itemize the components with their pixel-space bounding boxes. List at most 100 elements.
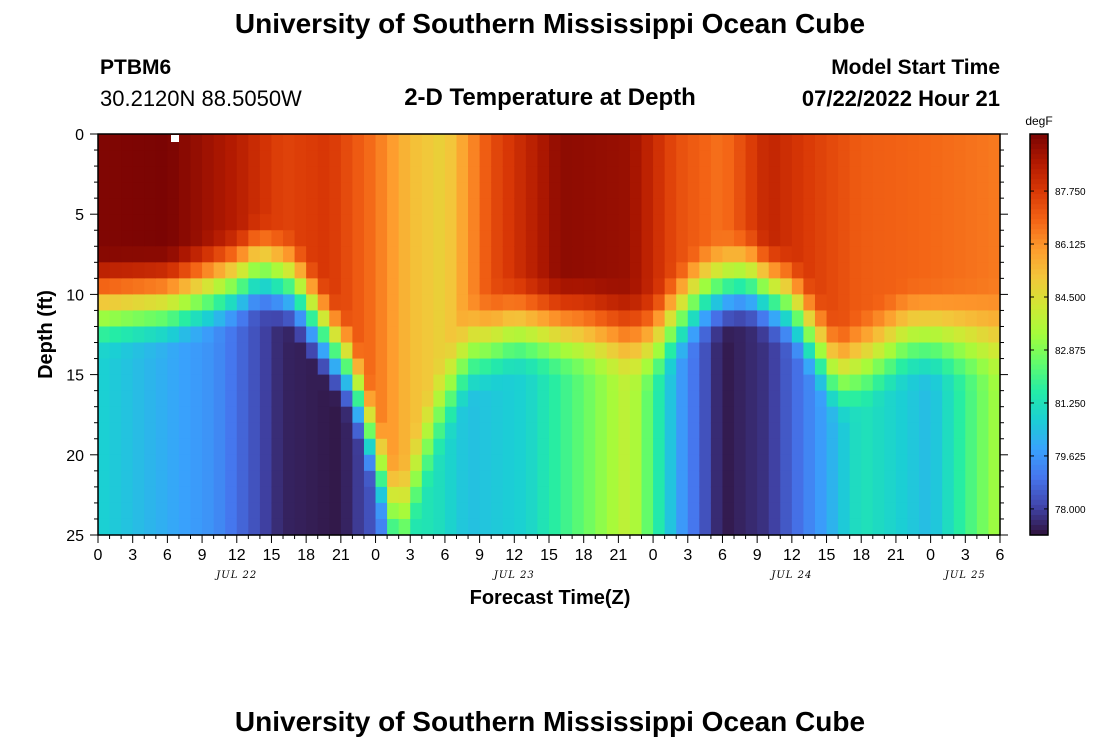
heatmap-cell [444,214,458,231]
heatmap-cell [976,374,990,392]
heatmap-cell [433,294,446,312]
x-tick-label: 21 [609,547,627,564]
heatmap-cell [606,358,619,376]
heatmap-cell [502,438,515,456]
heatmap-cell [537,518,550,536]
heatmap-cell [421,134,434,151]
heatmap-cell [479,214,492,231]
heatmap-cell [398,454,411,472]
heatmap-cell [190,326,203,344]
heatmap-cell [838,422,851,440]
heatmap-cell [271,326,284,344]
heatmap-cell [606,214,619,231]
heatmap-cell [884,502,897,520]
heatmap-cell [618,150,631,167]
heatmap-cell [814,406,828,424]
heatmap-cell [468,374,481,392]
heatmap-cell [895,502,909,520]
heatmap-cell [525,390,539,408]
heatmap-cell [768,294,781,312]
heatmap-cell [641,422,654,440]
heatmap-cell [838,262,851,279]
heatmap-cell [433,502,446,520]
heatmap-cell [155,182,168,199]
heatmap-cell [283,230,296,247]
heatmap-cell [676,246,689,263]
colorbar-segment [1030,399,1048,406]
heatmap-cell [965,326,978,344]
heatmap-cell [560,182,573,199]
heatmap-cell [734,486,747,504]
heatmap-cell [560,454,573,472]
heatmap-cell [838,374,851,392]
heatmap-cell [653,246,666,263]
heatmap-cell [317,502,330,520]
heatmap-cell [907,358,920,376]
heatmap-cell [456,374,469,392]
heatmap-cell [745,134,758,151]
heatmap-cell [479,182,492,199]
heatmap-cell [259,374,273,392]
heatmap-cell [421,438,434,456]
heatmap-cell [398,486,411,504]
heatmap-cell [710,518,724,536]
heatmap-cell [618,278,631,295]
heatmap-cell [178,438,192,456]
heatmap-cell [491,150,504,167]
heatmap-cell [525,310,539,328]
heatmap-cell [988,486,1001,504]
colorbar-segment [1030,449,1048,456]
heatmap-cell [791,374,805,392]
heatmap-cell [988,502,1001,520]
heatmap-cell [98,374,111,392]
heatmap-cell [595,454,608,472]
heatmap-cell [745,390,758,408]
heatmap-cell [595,230,608,247]
heatmap-cell [468,214,481,231]
heatmap-cell [803,262,816,279]
heatmap-cell [306,310,319,328]
heatmap-cell [849,454,862,472]
heatmap-cell [745,358,758,376]
heatmap-cell [930,262,943,279]
heatmap-cell [942,214,955,231]
heatmap-cell [907,486,920,504]
heatmap-cell [363,294,377,312]
heatmap-cell [803,422,816,440]
heatmap-cell [375,502,388,520]
heatmap-cell [965,358,978,376]
heatmap-cell [791,518,805,536]
heatmap-cell [514,310,527,328]
heatmap-cell [225,134,238,151]
heatmap-cell [98,454,111,472]
heatmap-cell [734,390,747,408]
heatmap-cell [687,294,700,312]
heatmap-cell [271,294,284,312]
heatmap-cell [907,230,920,247]
heatmap-cell [907,278,920,295]
heatmap-cell [919,182,932,199]
heatmap-cell [537,422,550,440]
heatmap-cell [479,198,492,215]
heatmap-cell [155,294,168,312]
heatmap-cell [734,422,747,440]
colorbar-segment [1030,309,1048,316]
heatmap-cell [710,406,724,424]
heatmap-cell [398,150,411,167]
heatmap-cell [826,278,839,295]
heatmap-cell [549,422,562,440]
heatmap-cell [988,326,1001,344]
heatmap-cell [618,230,631,247]
heatmap-cell [213,294,226,312]
heatmap-cell [676,326,689,344]
heatmap-cell [352,310,365,328]
heatmap-cell [352,374,365,392]
heatmap-cell [248,262,261,279]
heatmap-cell [202,246,215,263]
heatmap-cell [213,342,226,360]
heatmap-cell [664,326,677,344]
heatmap-cell [976,326,990,344]
heatmap-cell [653,150,666,167]
heatmap-cell [699,374,712,392]
heatmap-cell [895,182,909,199]
